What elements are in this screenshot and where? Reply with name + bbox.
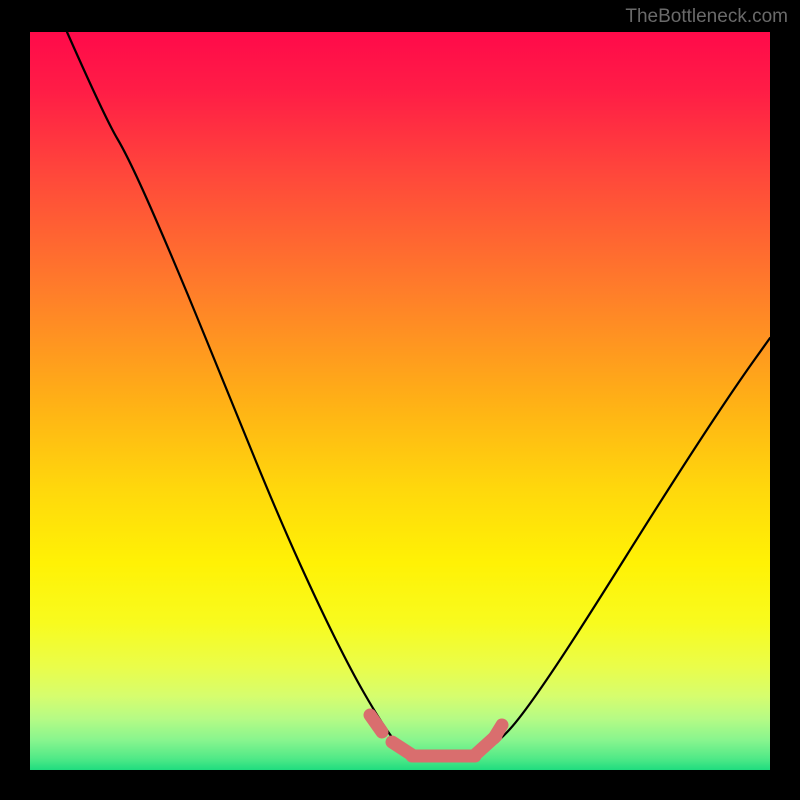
watermark-text: TheBottleneck.com — [625, 6, 788, 28]
bottom-band-segment — [494, 725, 502, 738]
chart-container: TheBottleneck.com — [0, 0, 800, 800]
plot-gradient — [30, 32, 770, 770]
chart-svg — [0, 0, 800, 800]
